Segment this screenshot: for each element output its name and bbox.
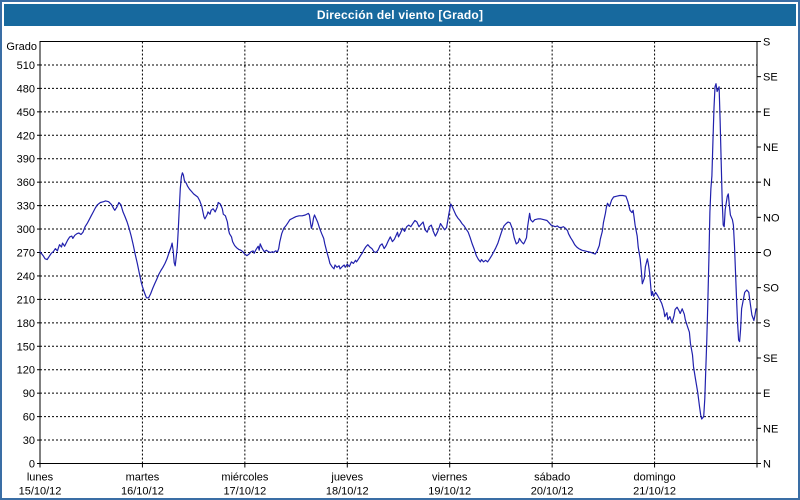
y-left-tick-label: 420 (17, 130, 35, 142)
y-right-tick-label: NE (763, 423, 778, 435)
y-right-tick-label: O (763, 248, 772, 260)
x-axis-day-label: miércoles (221, 472, 269, 484)
y-left-tick-label: 300 (17, 224, 35, 236)
y-left-tick-label: 0 (29, 459, 35, 471)
y-right-tick-label: N (763, 177, 771, 189)
y-left-tick-label: 120 (17, 365, 35, 377)
x-axis-day-label: viernes (432, 472, 468, 484)
y-left-tick-label: 240 (17, 271, 35, 283)
y-left-tick-label: 330 (17, 201, 35, 213)
y-left-tick-label: 60 (23, 412, 35, 424)
y-left-tick-label: 150 (17, 341, 35, 353)
x-axis-date-label: 17/10/12 (223, 486, 266, 498)
y-right-tick-label: SE (763, 72, 778, 84)
plot-area: 0 30 60 90 120 150 180 210 240 270 300 330 360 390 420… (17, 37, 780, 498)
x-axis-date-label: 18/10/12 (326, 486, 369, 498)
x-axis-day-label: lunes (27, 472, 54, 484)
y-left-tick-label: 390 (17, 154, 35, 166)
y-left-tick-label: 210 (17, 294, 35, 306)
y-left-tick-label: 30 (23, 435, 35, 447)
y-right-tick-label: E (763, 388, 770, 400)
y-right-tick-label: SO (763, 283, 779, 295)
y-left-tick-label: 180 (17, 318, 35, 330)
y-left-tick-label: 90 (23, 388, 35, 400)
x-axis-date-label: 19/10/12 (428, 486, 471, 498)
y-right-tick-label: NE (763, 142, 778, 154)
y-right-tick-label: SE (763, 353, 778, 365)
x-axis-day-label: martes (126, 472, 160, 484)
y-right-tick-label: S (763, 37, 770, 49)
y-right-tick-label: NO (763, 212, 780, 224)
x-axis-date-label: 15/10/12 (19, 486, 62, 498)
y-left-tick-label: 510 (17, 60, 35, 72)
x-axis-day-label: domingo (633, 472, 675, 484)
x-axis-date-label: 21/10/12 (633, 486, 676, 498)
y-right-tick-label: N (763, 459, 771, 471)
y-left-tick-label: 360 (17, 177, 35, 189)
y-left-tick-label: 450 (17, 107, 35, 119)
x-axis-day-label: sábado (534, 472, 570, 484)
window-title-bar[interactable]: Dirección del viento [Grado] (4, 4, 796, 26)
wind-direction-line (39, 83, 757, 420)
x-axis-day-label: jueves (330, 472, 363, 484)
y-right-tick-label: S (763, 318, 770, 330)
y-right-tick-label: E (763, 107, 770, 119)
y-axis-title: Grado (6, 41, 37, 53)
y-left-tick-label: 480 (17, 83, 35, 95)
window-title: Dirección del viento [Grado] (316, 8, 484, 22)
x-axis-date-label: 16/10/12 (121, 486, 164, 498)
y-left-tick-label: 270 (17, 248, 35, 260)
x-axis-date-label: 20/10/12 (531, 486, 574, 498)
